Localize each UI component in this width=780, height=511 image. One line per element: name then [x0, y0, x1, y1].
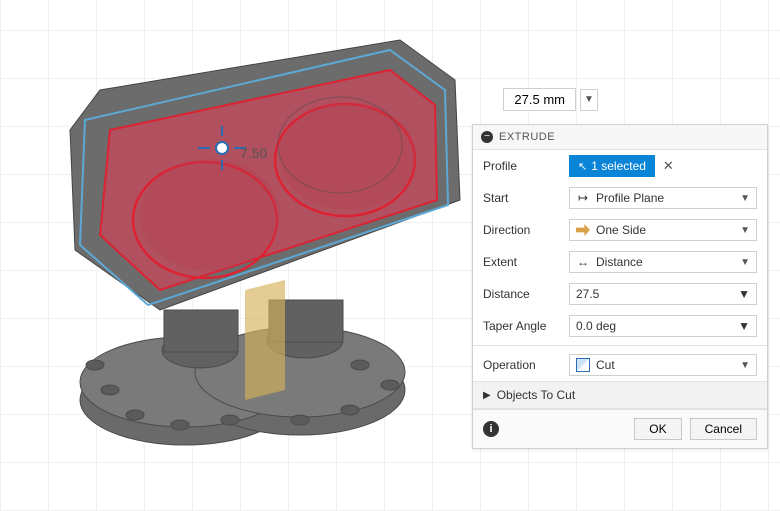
clear-selection-button[interactable]: ✕: [659, 158, 678, 174]
extrude-panel: − EXTRUDE Profile ↖ 1 selected ✕ Start ↦…: [472, 124, 768, 449]
label-start: Start: [483, 191, 561, 205]
start-value: Profile Plane: [596, 191, 734, 205]
dimension-dropdown[interactable]: ▼: [580, 89, 598, 111]
taper-value: 0.0 deg: [576, 319, 616, 333]
distance-value: 27.5: [576, 287, 599, 301]
cursor-icon: ↖: [578, 160, 587, 173]
cancel-button[interactable]: Cancel: [690, 418, 757, 440]
row-distance: Distance 27.5 ▼: [473, 278, 767, 310]
direction-value: One Side: [596, 223, 734, 237]
label-taper: Taper Angle: [483, 319, 561, 333]
info-icon[interactable]: i: [483, 421, 499, 437]
objects-section-label: Objects To Cut: [497, 388, 575, 402]
panel-footer: i OK Cancel: [473, 409, 767, 448]
chevron-down-icon: ▼: [740, 360, 750, 371]
model-preview: 7.50: [40, 30, 470, 470]
row-taper: Taper Angle 0.0 deg ▼: [473, 310, 767, 342]
operation-dropdown[interactable]: Cut ▼: [569, 354, 757, 376]
profile-plane-icon: ↦: [576, 191, 590, 205]
extent-dropdown[interactable]: ↔ Distance ▼: [569, 251, 757, 273]
dimension-input-group: 27.5 mm ▼: [503, 88, 598, 111]
row-start: Start ↦ Profile Plane ▼: [473, 182, 767, 214]
label-distance: Distance: [483, 287, 561, 301]
extent-value: Distance: [596, 255, 734, 269]
ok-button[interactable]: OK: [634, 418, 681, 440]
section-plane: [245, 280, 285, 400]
label-extent: Extent: [483, 255, 561, 269]
direction-dropdown[interactable]: One Side ▼: [569, 219, 757, 241]
taper-input[interactable]: 0.0 deg ▼: [569, 315, 757, 337]
chevron-down-icon: ▼: [738, 287, 750, 301]
label-profile: Profile: [483, 159, 561, 173]
label-direction: Direction: [483, 223, 561, 237]
row-extent: Extent ↔ Distance ▼: [473, 246, 767, 278]
row-profile: Profile ↖ 1 selected ✕: [473, 150, 767, 182]
row-operation: Operation Cut ▼: [473, 349, 767, 381]
distance-input[interactable]: 27.5 ▼: [569, 283, 757, 305]
cut-icon: [576, 358, 590, 372]
distance-icon: ↔: [576, 255, 590, 269]
dimension-input[interactable]: 27.5 mm: [503, 88, 576, 111]
one-side-icon: [576, 224, 590, 236]
panel-header[interactable]: − EXTRUDE: [473, 125, 767, 150]
collapse-icon: −: [481, 131, 493, 143]
panel-title: EXTRUDE: [499, 131, 555, 143]
operation-value: Cut: [596, 358, 734, 372]
chevron-down-icon: ▼: [740, 193, 750, 204]
start-dropdown[interactable]: ↦ Profile Plane ▼: [569, 187, 757, 209]
expand-icon: ▶: [483, 390, 491, 401]
label-operation: Operation: [483, 358, 561, 372]
cursor-readout: 7.50: [240, 145, 267, 161]
profile-selection-chip[interactable]: ↖ 1 selected: [569, 155, 655, 177]
objects-to-cut-section[interactable]: ▶ Objects To Cut: [473, 381, 767, 409]
chevron-down-icon: ▼: [740, 225, 750, 236]
row-direction: Direction One Side ▼: [473, 214, 767, 246]
chevron-down-icon: ▼: [738, 319, 750, 333]
profile-selection-text: 1 selected: [591, 159, 646, 173]
chevron-down-icon: ▼: [740, 257, 750, 268]
